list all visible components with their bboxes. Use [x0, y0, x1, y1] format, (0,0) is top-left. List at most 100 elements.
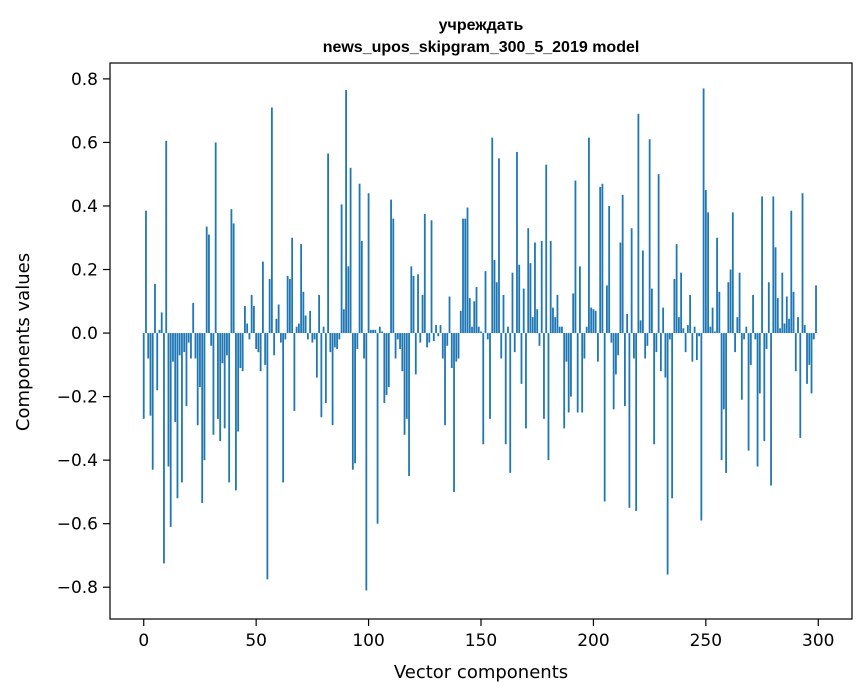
bar-15 — [176, 333, 179, 499]
bar-70 — [300, 244, 303, 334]
bar-26 — [201, 333, 204, 504]
bar-280 — [772, 196, 775, 334]
bar-101 — [369, 329, 372, 334]
bar-128 — [430, 220, 433, 334]
bar-179 — [545, 164, 548, 334]
bar-21 — [190, 333, 192, 359]
bar-176 — [538, 333, 541, 346]
bar-87 — [338, 333, 341, 340]
bar-191 — [572, 293, 575, 334]
bar-293 — [801, 193, 804, 334]
chart-title-line-1: учреждать — [439, 17, 524, 34]
bar-214 — [624, 333, 626, 407]
bar-263 — [734, 333, 736, 353]
bar-117 — [405, 333, 408, 419]
bar-204 — [601, 183, 604, 334]
bar-51 — [257, 333, 260, 353]
bar-287 — [788, 318, 790, 334]
bar-115 — [401, 333, 404, 372]
bar-165 — [513, 333, 516, 353]
bar-64 — [286, 275, 289, 334]
bar-103 — [374, 329, 377, 334]
bar-237 — [675, 244, 678, 334]
bar-255 — [716, 237, 718, 334]
bar-212 — [619, 242, 622, 334]
bar-202 — [597, 333, 599, 362]
bar-65 — [288, 279, 291, 334]
bar-187 — [563, 333, 566, 429]
bar-119 — [410, 266, 413, 334]
bar-181 — [549, 240, 552, 334]
bar-84 — [331, 333, 334, 426]
bar-175 — [536, 309, 539, 334]
bar-76 — [313, 333, 316, 340]
bar-267 — [743, 333, 745, 340]
bar-28 — [205, 226, 208, 334]
bar-198 — [588, 137, 590, 334]
bar-99 — [365, 333, 368, 591]
bar-196 — [583, 333, 586, 359]
bar-3 — [149, 333, 152, 416]
bar-58 — [273, 333, 276, 356]
x-axis: 0 50 100 150 200 250 300 — [138, 619, 834, 651]
bar-277 — [765, 333, 768, 349]
bar-122 — [417, 274, 419, 334]
bar-66 — [291, 237, 294, 334]
bar-200 — [592, 309, 595, 334]
bar-10 — [165, 140, 168, 334]
bar-36 — [223, 333, 226, 429]
bar-52 — [259, 333, 262, 372]
bar-278 — [767, 282, 770, 334]
bar-151 — [482, 333, 485, 445]
bar-121 — [414, 333, 417, 375]
bar-143 — [464, 218, 467, 334]
bar-201 — [594, 310, 597, 334]
bar-197 — [585, 326, 588, 334]
bar-125 — [423, 213, 426, 334]
bar-24 — [196, 333, 199, 426]
bar-57 — [270, 107, 273, 334]
bar-106 — [381, 331, 383, 334]
bar-148 — [475, 286, 478, 334]
bar-227 — [653, 333, 656, 445]
bar-62 — [282, 333, 285, 483]
bar-272 — [754, 333, 757, 340]
bar-107 — [383, 333, 386, 403]
bar-94 — [354, 333, 356, 464]
bar-219 — [635, 333, 638, 511]
bar-92 — [349, 167, 352, 334]
bar-45 — [244, 306, 246, 334]
bar-44 — [241, 333, 244, 372]
bar-234 — [668, 333, 671, 340]
bar-77 — [315, 333, 318, 378]
bar-134 — [444, 333, 446, 426]
bar-250 — [704, 190, 707, 334]
bar-139 — [455, 333, 458, 362]
bar-270 — [749, 333, 752, 365]
bar-33 — [217, 333, 219, 419]
bar-273 — [756, 333, 759, 467]
bar-37 — [226, 333, 228, 356]
bar-236 — [673, 279, 676, 334]
y-tick-label-0: −0.8 — [57, 578, 98, 598]
bar-38 — [228, 333, 231, 483]
bar-210 — [615, 333, 617, 375]
bar-5 — [154, 283, 156, 334]
bar-71 — [302, 291, 305, 334]
bar-271 — [752, 294, 754, 334]
bar-74 — [309, 310, 312, 334]
bar-7 — [158, 329, 161, 334]
x-tick-label-0: 0 — [138, 631, 149, 651]
bar-228 — [655, 333, 658, 353]
bar-27 — [203, 333, 206, 461]
bar-159 — [500, 333, 503, 359]
bar-265 — [738, 272, 741, 334]
bar-172 — [529, 263, 532, 334]
bar-188 — [565, 333, 568, 362]
bar-54 — [264, 333, 267, 365]
bar-232 — [664, 333, 667, 378]
bar-268 — [745, 326, 748, 334]
bar-229 — [657, 174, 660, 334]
x-tick-label-6: 300 — [802, 631, 834, 651]
bar-91 — [347, 266, 350, 334]
